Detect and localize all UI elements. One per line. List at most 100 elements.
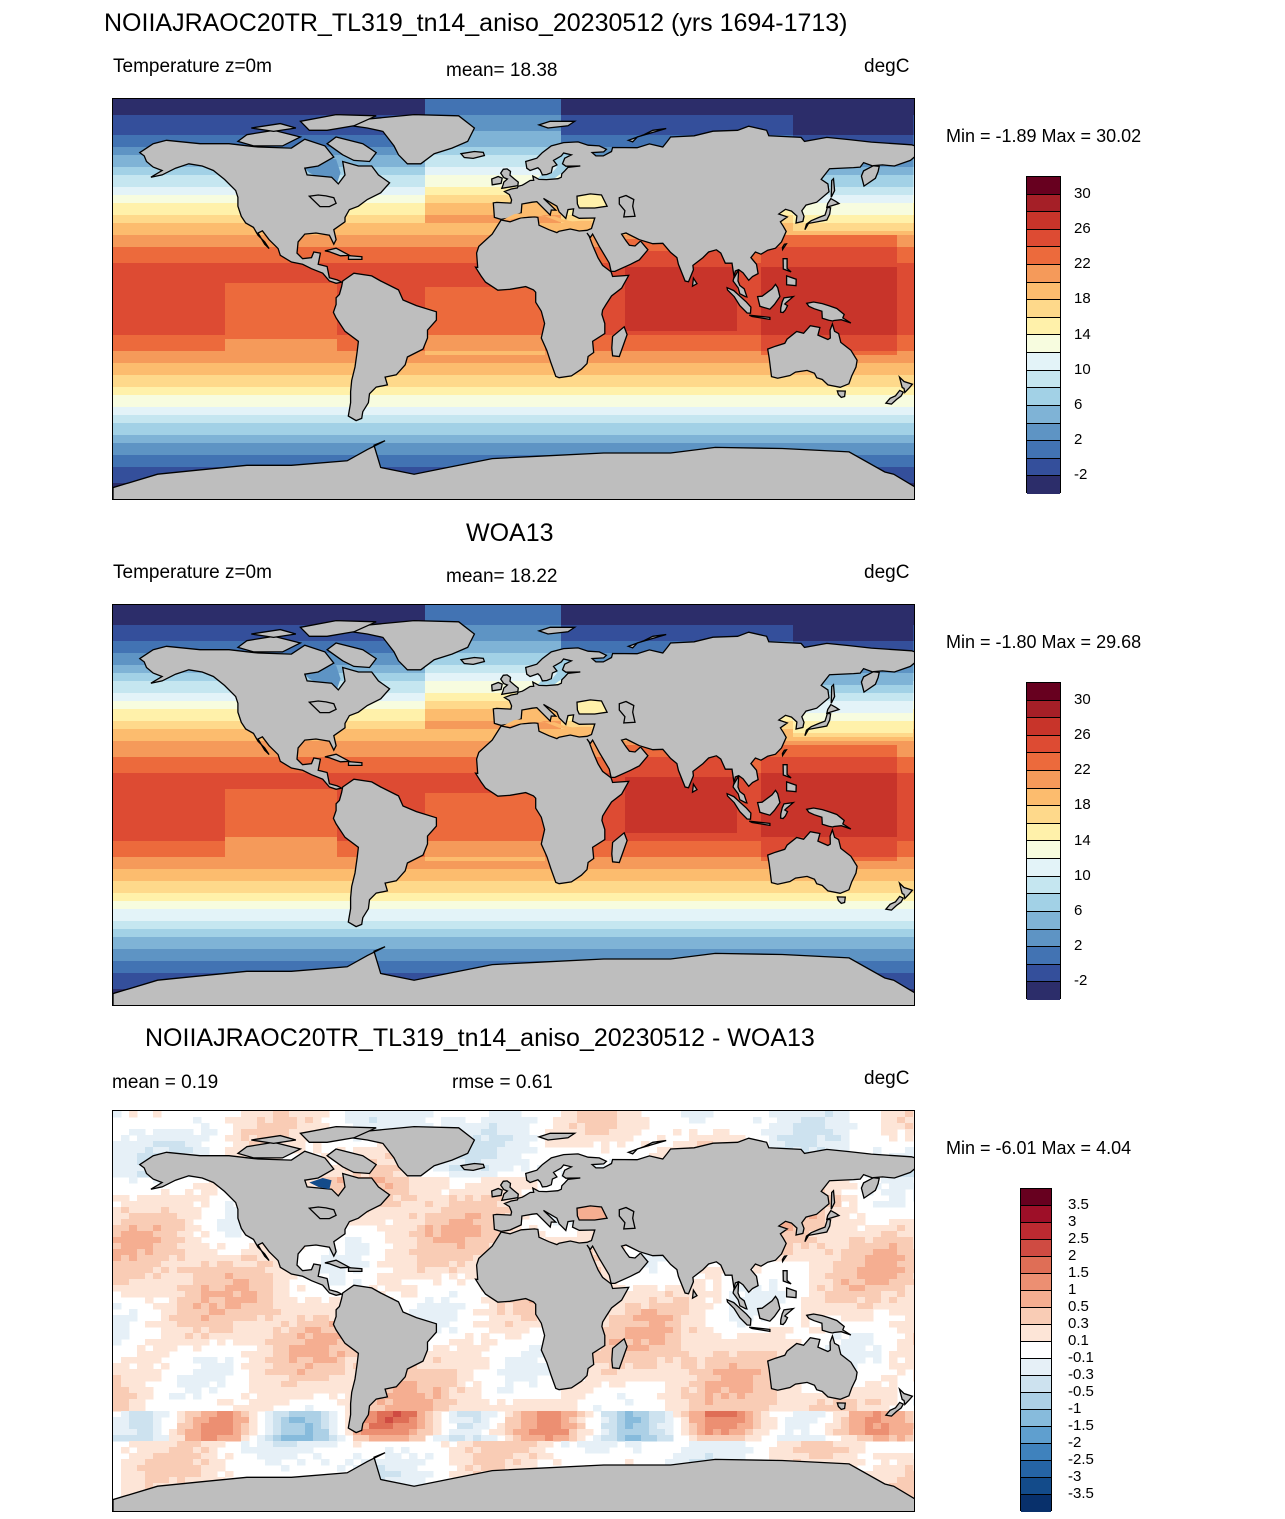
map-svg: [113, 605, 914, 1005]
colorbar-label: 30: [1074, 691, 1091, 708]
colorbar-swatch: [1027, 894, 1060, 912]
colorbar-swatch: [1027, 282, 1060, 301]
colorbar-swatch: [1027, 300, 1060, 318]
colorbar-label: -2.5: [1068, 1451, 1094, 1468]
land-polygon: [349, 113, 476, 165]
map-svg: [113, 99, 914, 499]
land-polygon: [324, 247, 352, 257]
land-polygon: [299, 619, 377, 637]
land-polygon: [898, 1387, 914, 1406]
colorbar-swatch: [1027, 841, 1060, 860]
land-polygon: [611, 1337, 628, 1370]
land-polygon: [611, 831, 628, 864]
colorbar-swatch: [1027, 947, 1060, 965]
land-polygon: [898, 881, 914, 900]
land-polygon: [299, 1125, 377, 1143]
colorbar-label: 2: [1074, 937, 1082, 954]
land-polygon: [113, 1452, 914, 1511]
colorbar-label: 2: [1074, 431, 1082, 448]
colorbar-label: 30: [1074, 185, 1091, 202]
land-polygon: [766, 321, 858, 388]
colorbar-swatch: [1027, 718, 1060, 736]
colorbar-swatch: [1021, 1257, 1051, 1274]
land-polygon: [748, 314, 771, 321]
colorbar-label: 14: [1074, 326, 1091, 343]
land-polygon: [756, 789, 781, 816]
land-polygon: [499, 168, 519, 190]
land-polygon: [499, 674, 519, 696]
colorbar-label: 2: [1068, 1247, 1076, 1264]
colorbar-label: -3: [1068, 1468, 1081, 1485]
colorbar-swatch: [1027, 229, 1060, 248]
land-polygon: [748, 1326, 771, 1333]
colorbar-label: -0.3: [1068, 1366, 1094, 1383]
land-polygon: [830, 1189, 836, 1210]
land-polygon: [779, 801, 796, 820]
panel2-map: [112, 604, 915, 1006]
colorbar-swatch: [1027, 388, 1060, 406]
colorbar-label: 1.5: [1068, 1264, 1089, 1281]
colorbar-swatch: [1021, 1495, 1051, 1512]
colorbar-swatch: [1027, 441, 1060, 459]
colorbar-swatch: [1021, 1478, 1051, 1495]
colorbar-swatch: [1027, 247, 1060, 266]
land-polygon: [726, 286, 752, 314]
land-polygon: [474, 631, 914, 885]
land-polygon: [536, 120, 577, 129]
colorbar-label: -2: [1068, 1434, 1081, 1451]
colorbar-label: 26: [1074, 726, 1091, 743]
colorbar-swatch: [1027, 982, 1060, 1000]
land-polygon: [113, 946, 914, 1005]
colorbar-label: 6: [1074, 902, 1082, 919]
land-polygon: [474, 1137, 914, 1391]
land-polygon: [836, 1402, 847, 1411]
land-polygon: [332, 1284, 438, 1434]
colorbar-label: 18: [1074, 290, 1091, 307]
colorbar-swatch: [1027, 753, 1060, 772]
land-polygon: [491, 1187, 503, 1198]
panel3-map: [112, 1110, 915, 1512]
land-polygon: [825, 703, 841, 715]
colorbar-swatch: [1027, 370, 1060, 389]
land-polygon: [782, 764, 792, 779]
land-polygon: [781, 749, 788, 758]
land-polygon: [785, 1286, 797, 1299]
colorbar-label: 3: [1068, 1213, 1076, 1230]
panel2-title: WOA13: [466, 519, 554, 548]
colorbar-swatch: [1021, 1410, 1051, 1427]
panel2-minmax: Min = -1.80 Max = 29.68: [946, 632, 1141, 653]
land-polygon: [536, 626, 577, 635]
colorbar-swatch: [1027, 458, 1060, 477]
colorbar-swatch: [1027, 788, 1060, 807]
colorbar-swatch: [1021, 1291, 1051, 1308]
map-svg: [113, 1111, 914, 1511]
colorbar-swatch: [1021, 1444, 1051, 1461]
colorbar-swatch: [1027, 700, 1060, 719]
colorbar-label: 3.5: [1068, 1196, 1089, 1213]
land-polygon: [324, 753, 352, 763]
land-polygon: [299, 113, 377, 131]
land-polygon: [626, 633, 667, 649]
land-polygon: [491, 681, 503, 692]
panel2-mean-label: mean= 18.22: [446, 566, 557, 588]
panel1-variable-label: Temperature z=0m: [113, 56, 272, 78]
colorbar-label: 6: [1074, 396, 1082, 413]
land-polygon: [830, 177, 836, 198]
land-polygon: [726, 1298, 752, 1326]
colorbar-swatch: [1027, 929, 1060, 948]
panel3-minmax: Min = -6.01 Max = 4.04: [946, 1138, 1131, 1159]
colorbar-swatch: [1021, 1393, 1051, 1410]
colorbar-swatch: [1021, 1461, 1051, 1478]
land-polygon: [691, 782, 698, 794]
colorbar-label: 1: [1068, 1281, 1076, 1298]
land-polygon: [781, 243, 788, 252]
land-polygon: [138, 138, 391, 284]
land-polygon: [332, 272, 438, 422]
land-polygon: [836, 390, 847, 399]
panel1-mean-label: mean= 18.38: [446, 60, 557, 82]
land-polygon: [347, 254, 363, 261]
colorbar-swatch: [1027, 353, 1060, 371]
colorbar-swatch: [1027, 317, 1060, 336]
land-polygon: [325, 1148, 378, 1175]
panel3-title: NOIIAJRAOC20TR_TL319_tn14_aniso_20230512…: [145, 1024, 815, 1053]
